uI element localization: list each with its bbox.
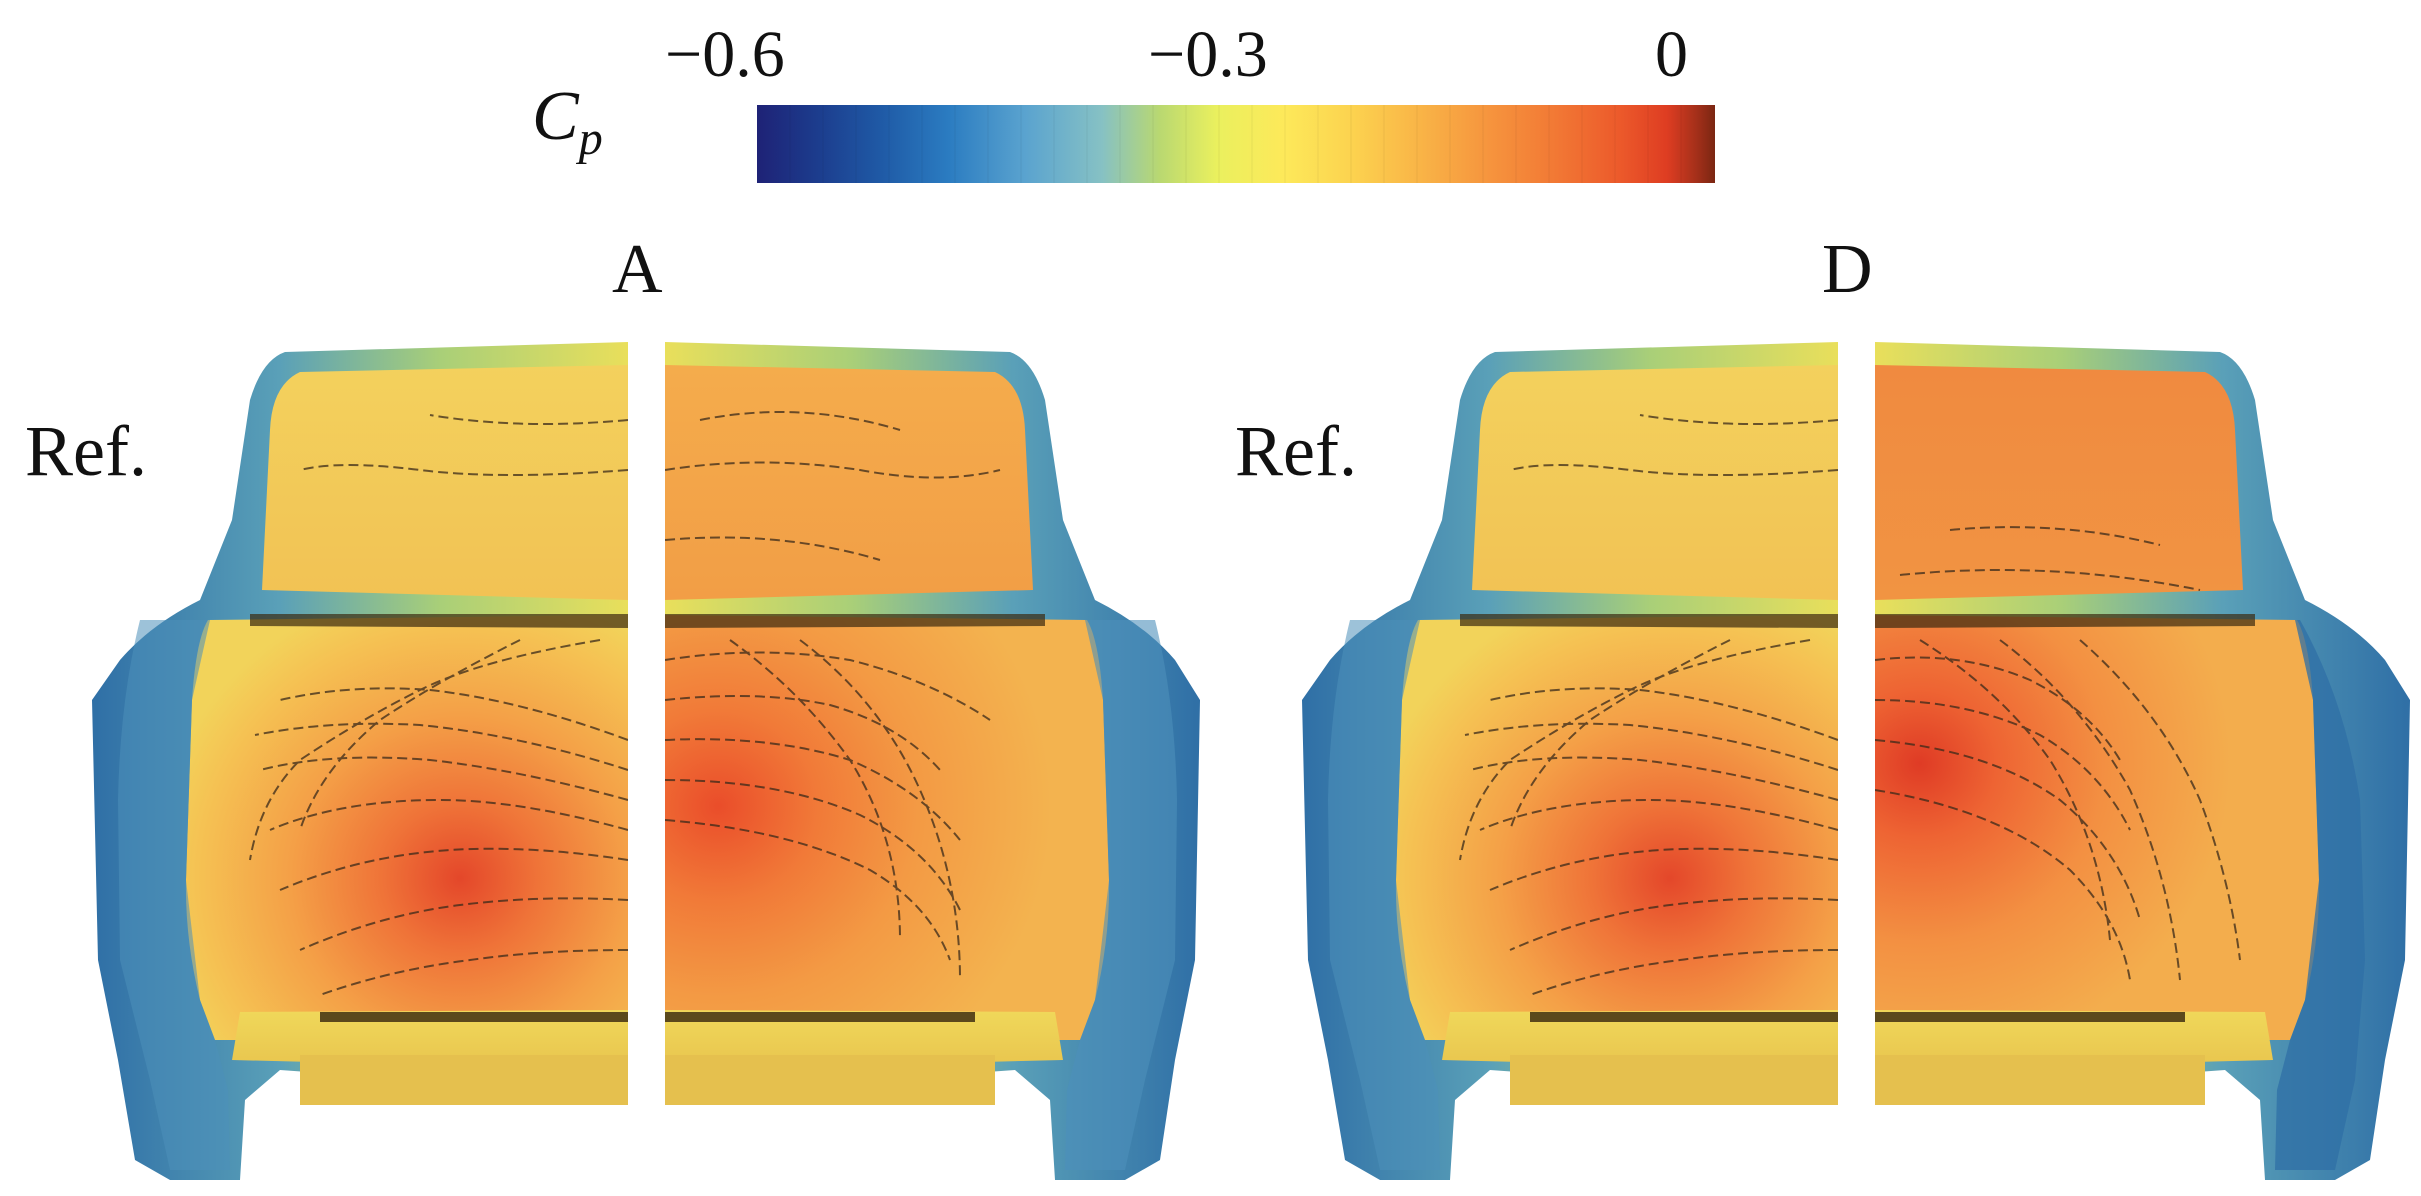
panel-a-left-pillar-shade: [118, 620, 230, 1170]
panel-a-right-spoiler-line: [665, 614, 1045, 628]
panel-a-right-pillar-shade: [1065, 620, 1177, 1170]
panel-d-right-pillar-shade: [2275, 620, 2365, 1170]
panel-d-left-spoiler-line: [1460, 614, 1838, 628]
panel-d-right-half: [1874, 342, 2410, 1180]
panel-a-left-contours: [249, 414, 629, 996]
colorbar-gradient: [757, 105, 1715, 183]
panel-a-right-tailgate: [665, 615, 1110, 1040]
panel-d-label: D: [1822, 231, 1873, 308]
panel-d-right-spoiler-line: [1875, 614, 2255, 628]
panel-d-render: [1302, 342, 2410, 1180]
panel-d-ref-label: Ref.: [1235, 411, 1357, 491]
colorbar-symbol-main: C: [532, 78, 579, 155]
panel-d-left-pillar-shade: [1328, 620, 1440, 1170]
panel-a-right-half: [664, 342, 1200, 1180]
colorbar-symbol: Cp: [532, 82, 603, 163]
panel-a-right-window: [665, 365, 1033, 600]
panel-a-split-gap: [628, 330, 665, 1196]
panel-a-left-spoiler-line: [250, 614, 628, 628]
panel-a-right-contours: [664, 411, 1001, 981]
colorbar-tick-mid: −0.3: [1148, 18, 1268, 91]
panel-d-ref-half: [1302, 342, 1839, 1180]
panel-a-left-lower: [300, 1055, 628, 1105]
colorbar-bands: [789, 105, 1682, 183]
panel-d-right-lower: [1875, 1055, 2205, 1105]
colorbar-tick-min: −0.6: [665, 18, 785, 91]
panel-a-right-lower: [665, 1055, 995, 1105]
panel-d-right-bumper-line: [1875, 1012, 2185, 1022]
panel-d-left-bumper-line: [1530, 1012, 1838, 1022]
panel-a-ref-half: [92, 342, 629, 1180]
panel-a-label: A: [612, 231, 663, 308]
panel-a-ref-label: Ref.: [25, 411, 147, 491]
panel-d-left-lower: [1510, 1055, 1838, 1105]
colorbar-tick-max: 0: [1655, 18, 1688, 91]
panel-d-left-tailgate: [1395, 615, 1838, 1040]
colorbar-symbol-sub: p: [578, 112, 603, 165]
panel-a-right-bumper-line: [665, 1012, 975, 1022]
panel-d-right-contours: [1874, 526, 2241, 981]
panel-a-left-window: [262, 365, 628, 600]
panel-a-render: [92, 342, 1200, 1180]
panel-d-split-gap: [1838, 330, 1875, 1196]
panel-d-left-window: [1472, 365, 1838, 600]
panel-a-left-bumper-line: [320, 1012, 628, 1022]
panel-d-right-tailgate: [1875, 615, 2320, 1040]
panel-d-left-contours: [1459, 414, 1839, 996]
panel-d-right-window: [1875, 365, 2243, 600]
panel-a-left-tailgate: [185, 615, 628, 1040]
